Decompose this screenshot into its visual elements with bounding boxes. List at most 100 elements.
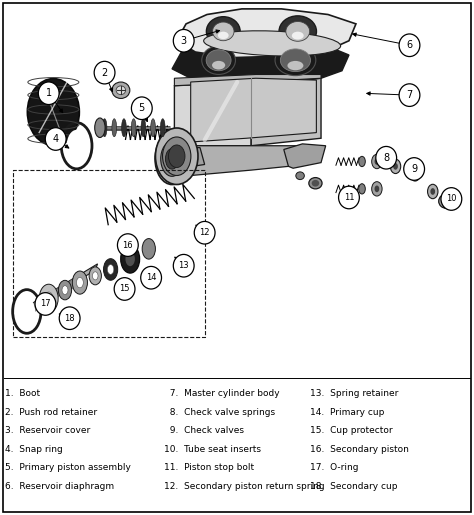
Text: 8.  Check valve springs: 8. Check valve springs [164, 408, 275, 417]
Ellipse shape [67, 130, 87, 162]
Circle shape [399, 84, 420, 107]
Ellipse shape [292, 31, 304, 40]
Circle shape [59, 307, 80, 330]
Circle shape [46, 128, 66, 150]
Text: 17.  O-ring: 17. O-ring [310, 464, 359, 472]
Ellipse shape [410, 167, 420, 181]
Polygon shape [158, 148, 205, 170]
Ellipse shape [430, 188, 435, 195]
Circle shape [173, 29, 194, 52]
Circle shape [376, 146, 397, 169]
Text: 11.  Piston stop bolt: 11. Piston stop bolt [164, 464, 254, 472]
Ellipse shape [275, 45, 316, 76]
Ellipse shape [312, 180, 319, 186]
Ellipse shape [131, 119, 136, 136]
Ellipse shape [40, 298, 44, 307]
Text: 5: 5 [139, 103, 145, 113]
Ellipse shape [112, 119, 117, 136]
Ellipse shape [63, 284, 66, 294]
Ellipse shape [359, 184, 365, 194]
Ellipse shape [76, 278, 83, 288]
Ellipse shape [26, 306, 30, 316]
Ellipse shape [287, 61, 303, 70]
Text: 3.  Reservoir cover: 3. Reservoir cover [5, 426, 91, 436]
Ellipse shape [296, 172, 304, 180]
Ellipse shape [33, 302, 37, 311]
Circle shape [441, 187, 462, 210]
Polygon shape [284, 144, 326, 168]
Text: 7.  Master cylinder body: 7. Master cylinder body [164, 389, 279, 399]
Ellipse shape [45, 292, 53, 305]
Text: 4.  Snap ring: 4. Snap ring [5, 445, 63, 454]
Polygon shape [174, 75, 321, 86]
Ellipse shape [218, 31, 228, 39]
Ellipse shape [142, 238, 155, 259]
Ellipse shape [121, 245, 140, 273]
Ellipse shape [126, 252, 135, 266]
Text: 11: 11 [344, 193, 354, 202]
Ellipse shape [62, 286, 68, 295]
Ellipse shape [438, 194, 455, 209]
Ellipse shape [73, 271, 87, 294]
Text: 2: 2 [101, 67, 108, 78]
Ellipse shape [428, 184, 438, 199]
Bar [13, 170, 205, 337]
Text: 14: 14 [146, 273, 156, 282]
Circle shape [338, 186, 359, 209]
Text: 17: 17 [40, 299, 51, 308]
Ellipse shape [48, 293, 52, 302]
Text: 13: 13 [178, 261, 189, 270]
Ellipse shape [212, 22, 234, 41]
Ellipse shape [103, 259, 118, 280]
Polygon shape [21, 264, 98, 315]
Ellipse shape [39, 284, 58, 313]
Ellipse shape [309, 178, 322, 189]
Text: 15: 15 [119, 284, 130, 294]
Ellipse shape [206, 50, 231, 71]
Text: 1.  Boot: 1. Boot [5, 389, 41, 399]
Polygon shape [191, 78, 316, 142]
Text: 14.  Primary cup: 14. Primary cup [310, 408, 384, 417]
Ellipse shape [279, 16, 317, 47]
Polygon shape [177, 9, 356, 58]
Ellipse shape [27, 79, 79, 145]
Ellipse shape [163, 137, 191, 176]
Ellipse shape [55, 289, 59, 298]
Ellipse shape [122, 119, 127, 136]
Circle shape [399, 34, 420, 57]
Circle shape [94, 61, 115, 84]
Text: 7: 7 [406, 90, 412, 100]
Circle shape [173, 254, 194, 277]
Ellipse shape [116, 86, 126, 95]
FancyBboxPatch shape [3, 3, 471, 512]
Ellipse shape [165, 149, 179, 169]
Text: 10.  Tube seat inserts: 10. Tube seat inserts [164, 445, 261, 454]
Circle shape [194, 221, 215, 244]
Circle shape [114, 278, 135, 300]
Ellipse shape [280, 49, 310, 72]
Text: 5.  Primary piston assembly: 5. Primary piston assembly [5, 464, 131, 472]
Text: 13.  Spring retainer: 13. Spring retainer [310, 389, 399, 399]
Text: 4: 4 [53, 134, 59, 144]
Ellipse shape [70, 280, 73, 289]
Ellipse shape [168, 145, 185, 167]
Ellipse shape [155, 128, 198, 184]
Ellipse shape [374, 158, 379, 165]
Ellipse shape [58, 280, 72, 300]
Circle shape [404, 158, 425, 180]
Text: 15.  Cup protector: 15. Cup protector [310, 426, 393, 436]
Ellipse shape [202, 46, 236, 75]
Ellipse shape [92, 272, 98, 280]
Text: 10: 10 [446, 195, 456, 203]
Ellipse shape [108, 265, 114, 274]
Ellipse shape [155, 133, 189, 184]
Ellipse shape [95, 118, 105, 138]
Ellipse shape [160, 119, 165, 136]
Circle shape [131, 97, 152, 119]
Ellipse shape [372, 182, 382, 196]
Ellipse shape [151, 119, 155, 136]
Ellipse shape [170, 147, 179, 155]
Circle shape [38, 82, 59, 105]
Polygon shape [172, 41, 349, 84]
Ellipse shape [89, 267, 101, 285]
